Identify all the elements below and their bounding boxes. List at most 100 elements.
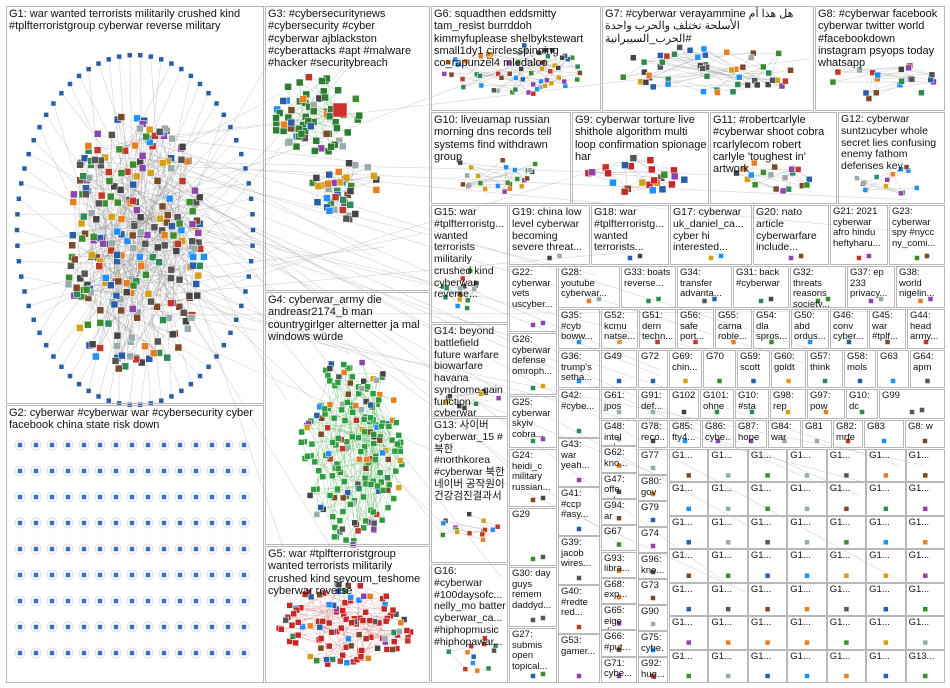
group-box: G13: 사이버 cyberwar_15 #북한 #northkorea #cy…	[431, 418, 508, 563]
edge	[314, 372, 345, 462]
node	[129, 520, 135, 526]
node	[179, 308, 188, 317]
edge	[310, 596, 322, 639]
edge	[732, 84, 758, 93]
edge	[141, 312, 184, 363]
group-box: G38: world nigelin...	[896, 266, 945, 308]
group-label: G75: cybe...	[641, 632, 664, 656]
edge	[61, 93, 140, 195]
edge	[674, 53, 708, 77]
node	[193, 494, 199, 500]
edge	[348, 393, 379, 401]
edge	[468, 185, 510, 190]
node	[92, 215, 101, 224]
node	[177, 598, 183, 604]
node	[241, 546, 247, 552]
edge	[140, 264, 173, 304]
group-label: G51: dern techn...	[642, 310, 674, 343]
group-label: G92: hug...	[641, 658, 665, 680]
node	[145, 598, 151, 604]
node	[346, 187, 355, 195]
edge	[285, 604, 330, 621]
node	[177, 494, 183, 500]
edge	[149, 163, 720, 579]
node	[169, 231, 178, 240]
node	[117, 215, 126, 223]
group-box: G42: #cybe...	[558, 389, 600, 438]
node	[30, 137, 37, 144]
group-label: G83	[867, 421, 885, 432]
node	[160, 231, 169, 239]
group-label: G1...	[750, 516, 772, 528]
edge	[689, 50, 737, 70]
group-label: G49	[604, 351, 622, 362]
node	[97, 494, 103, 500]
node	[161, 598, 167, 604]
node	[151, 132, 159, 140]
node	[126, 352, 134, 361]
group-label: G13: 사이버 cyberwar_15 #북한 #northkorea #cy…	[434, 419, 505, 502]
edge	[546, 72, 580, 81]
node	[81, 520, 87, 526]
node	[150, 223, 159, 232]
node	[242, 288, 249, 295]
node	[148, 53, 154, 60]
group-box: G1...	[708, 482, 748, 516]
node	[209, 624, 215, 630]
edge	[108, 59, 126, 204]
node	[33, 572, 39, 578]
edge	[72, 202, 197, 236]
group-box: G1...	[669, 616, 709, 650]
group-box: G6: squadthen eddsmitty tam_resist burrd…	[431, 6, 601, 111]
group-box: G102	[669, 389, 699, 419]
group-label: G70	[706, 351, 724, 362]
edge	[349, 367, 401, 461]
node	[241, 520, 247, 526]
node	[43, 112, 49, 118]
group-label: G26: cyberwar defense omroph...	[512, 334, 553, 377]
edge	[302, 596, 312, 627]
group-label: G8: w	[908, 421, 933, 432]
group-box: G2: cyberwar #cyberwar war #cybersecurit…	[6, 405, 264, 683]
group-label: G33: boats reverse...	[624, 267, 671, 289]
group-box: G1...	[708, 549, 748, 583]
group-label: G72	[641, 351, 659, 362]
edge	[310, 591, 339, 627]
group-label: G55: carna roble...	[718, 310, 748, 343]
group-label: G1...	[829, 483, 851, 495]
edge	[342, 420, 393, 530]
node	[21, 165, 28, 172]
node	[159, 316, 167, 324]
edge	[350, 440, 381, 505]
node	[92, 352, 100, 361]
edge	[108, 248, 134, 324]
node	[36, 330, 43, 336]
node	[174, 343, 183, 352]
group-box: G70	[703, 350, 736, 388]
node	[113, 251, 121, 259]
group-label: G1...	[672, 516, 693, 528]
group-box: G33: boats reverse...	[621, 266, 676, 308]
group-label: G3: #cybersecuritynews #cybersecurity #c…	[268, 8, 412, 70]
group-label: G1...	[711, 583, 733, 595]
node	[352, 95, 360, 103]
node	[225, 624, 231, 630]
node	[209, 520, 215, 526]
node	[116, 53, 122, 60]
edge	[162, 227, 172, 397]
node	[249, 242, 256, 249]
group-label: G34: transfer advanta...	[680, 267, 722, 300]
edge	[346, 448, 383, 454]
node	[177, 442, 183, 448]
group-label: G38: world nigelin...	[899, 267, 935, 300]
edge	[84, 128, 141, 274]
node	[70, 255, 79, 264]
group-box: G92: hug...	[638, 657, 668, 683]
node	[327, 142, 335, 151]
node	[128, 231, 137, 240]
edge	[887, 170, 909, 181]
node	[95, 393, 102, 400]
group-label: G27: submis open topical...	[512, 629, 548, 672]
group-box: G39: jacob wires...	[558, 536, 600, 585]
node	[129, 244, 137, 253]
